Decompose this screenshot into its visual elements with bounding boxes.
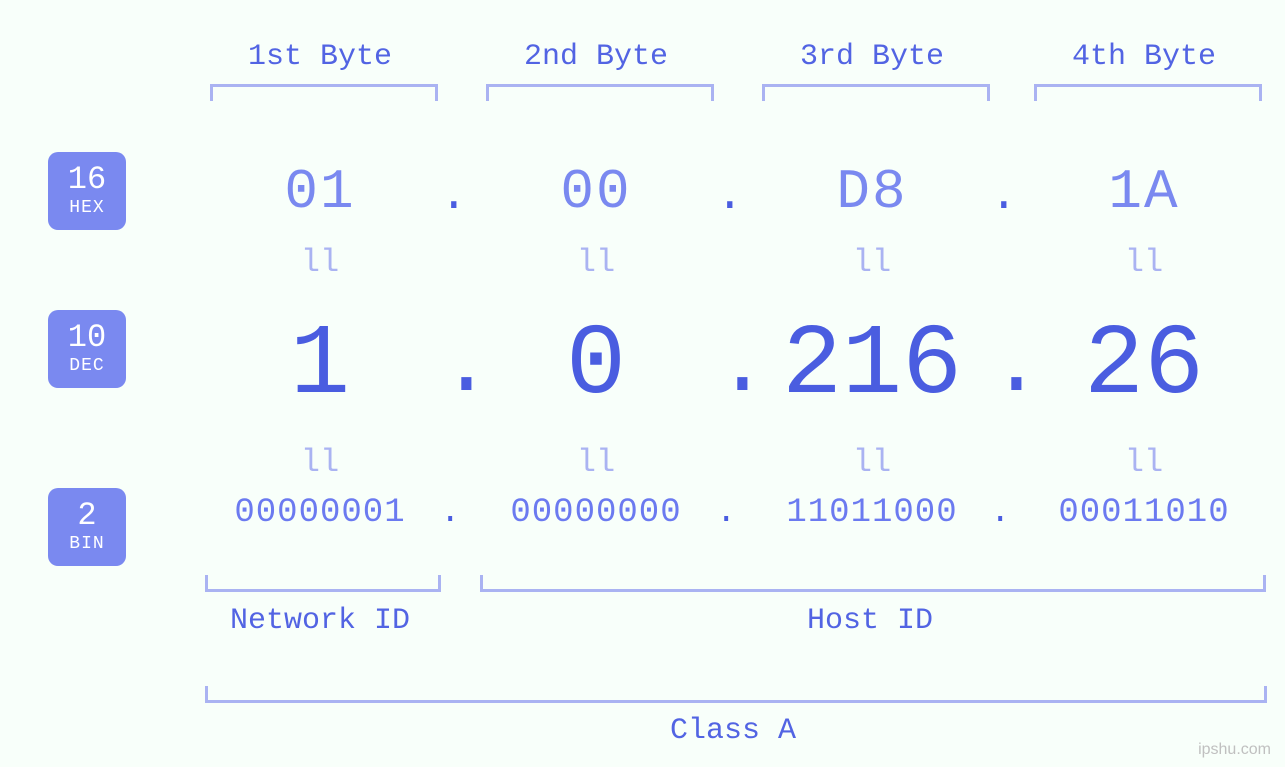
bracket-class: [205, 686, 1267, 703]
eq-1-2: ll: [476, 244, 716, 281]
dec-byte-2: 0: [476, 310, 716, 423]
hex-dot-2: .: [716, 170, 744, 222]
eq-2-1: ll: [200, 444, 440, 481]
byte-header-4: 4th Byte: [1024, 40, 1264, 74]
byte-header-3: 3rd Byte: [752, 40, 992, 74]
eq-2-4: ll: [1024, 444, 1264, 481]
badge-bin: 2 BIN: [48, 488, 126, 566]
bin-byte-3: 11011000: [752, 494, 992, 532]
top-bracket-1: [210, 84, 438, 101]
hex-byte-1: 01: [200, 160, 440, 224]
hex-byte-4: 1A: [1024, 160, 1264, 224]
dec-byte-4: 26: [1024, 310, 1264, 423]
watermark: ipshu.com: [1198, 741, 1271, 759]
hex-byte-3: D8: [752, 160, 992, 224]
badge-dec-label: DEC: [69, 356, 104, 376]
badge-dec-base: 10: [68, 322, 106, 354]
bin-byte-1: 00000001: [200, 494, 440, 532]
dec-byte-3: 216: [752, 310, 992, 423]
eq-1-1: ll: [200, 244, 440, 281]
dec-dot-1: .: [440, 318, 493, 417]
badge-hex-label: HEX: [69, 198, 104, 218]
hex-dot-1: .: [440, 170, 468, 222]
eq-2-2: ll: [476, 444, 716, 481]
bin-dot-2: .: [716, 494, 737, 532]
top-bracket-2: [486, 84, 714, 101]
badge-bin-label: BIN: [69, 534, 104, 554]
top-bracket-3: [762, 84, 990, 101]
dec-dot-2: .: [716, 318, 769, 417]
bracket-network-id: [205, 575, 441, 592]
eq-1-4: ll: [1024, 244, 1264, 281]
byte-header-2: 2nd Byte: [476, 40, 716, 74]
label-host-id: Host ID: [480, 604, 1260, 638]
badge-hex-base: 16: [68, 164, 106, 196]
eq-1-3: ll: [752, 244, 992, 281]
eq-2-3: ll: [752, 444, 992, 481]
hex-byte-2: 00: [476, 160, 716, 224]
badge-bin-base: 2: [77, 500, 96, 532]
top-bracket-4: [1034, 84, 1262, 101]
dec-dot-3: .: [990, 318, 1043, 417]
dec-byte-1: 1: [200, 310, 440, 423]
bin-dot-3: .: [990, 494, 1011, 532]
hex-dot-3: .: [990, 170, 1018, 222]
label-network-id: Network ID: [205, 604, 435, 638]
bracket-host-id: [480, 575, 1266, 592]
byte-header-1: 1st Byte: [200, 40, 440, 74]
badge-hex: 16 HEX: [48, 152, 126, 230]
bin-dot-1: .: [440, 494, 461, 532]
bin-byte-2: 00000000: [476, 494, 716, 532]
label-class: Class A: [205, 714, 1261, 748]
bin-byte-4: 00011010: [1024, 494, 1264, 532]
badge-dec: 10 DEC: [48, 310, 126, 388]
